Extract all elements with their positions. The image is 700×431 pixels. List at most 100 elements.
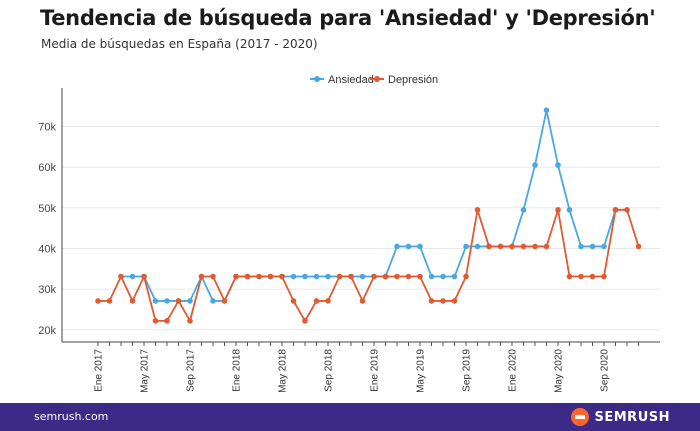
data-point — [371, 273, 377, 280]
y-tick-label: 70k — [38, 121, 56, 133]
chart-subtitle: Media de búsquedas en España (2017 - 202… — [41, 37, 318, 51]
legend-marker-dot — [314, 76, 320, 82]
data-point — [279, 273, 285, 280]
data-point — [532, 243, 538, 250]
data-point — [290, 273, 297, 280]
footer-url[interactable]: semrush.com — [34, 410, 109, 423]
data-point — [359, 298, 366, 304]
data-point — [566, 207, 573, 213]
x-tick-label: Ene 2019 — [370, 349, 381, 392]
x-tick-label: May 2020 — [554, 349, 565, 393]
data-point — [210, 298, 216, 304]
data-point — [417, 243, 423, 250]
data-point — [451, 273, 458, 280]
data-point — [233, 273, 239, 280]
data-point — [440, 273, 446, 280]
y-tick-label: 30k — [38, 284, 56, 296]
data-point — [463, 243, 469, 250]
data-point — [106, 298, 113, 304]
semrush-flame-icon — [570, 408, 589, 426]
data-point — [221, 298, 228, 304]
data-point — [175, 298, 182, 304]
x-tick-label: Sep 2020 — [600, 349, 611, 392]
data-point — [451, 298, 458, 304]
legend-label: Ansiedad — [328, 74, 374, 86]
data-point — [474, 207, 481, 213]
data-point — [187, 318, 193, 324]
y-tick-label: 20k — [38, 325, 56, 337]
series-line-depresion — [98, 208, 640, 322]
data-point — [394, 243, 400, 250]
data-point — [612, 207, 619, 213]
data-point — [325, 298, 331, 304]
x-tick-label: Ene 2020 — [508, 349, 519, 392]
data-point — [359, 273, 366, 280]
data-point — [509, 243, 515, 250]
data-point — [520, 243, 527, 250]
data-point — [348, 273, 354, 280]
data-point — [95, 298, 101, 304]
chart-title: Tendencia de búsqueda para 'Ansiedad' y … — [40, 6, 656, 30]
data-point — [164, 298, 170, 304]
data-point — [578, 243, 584, 250]
data-point — [589, 273, 596, 280]
data-point — [198, 273, 205, 280]
data-point — [555, 162, 561, 168]
data-point — [428, 273, 435, 280]
line-chart: 20k 30k 40k 50k 60k 70k Ene 2017 May 2017 Sep 20… — [38, 74, 660, 393]
data-point — [566, 273, 573, 280]
data-point — [440, 298, 446, 304]
data-point — [267, 273, 274, 280]
data-point — [129, 273, 136, 280]
data-point — [336, 273, 343, 280]
data-point — [486, 243, 492, 250]
series-line-ansiedad — [121, 109, 617, 302]
y-tick-label: 40k — [38, 243, 56, 255]
data-point — [290, 298, 297, 304]
x-tick-label: Ene 2017 — [94, 349, 105, 392]
data-point — [302, 318, 308, 324]
data-point — [532, 162, 538, 168]
y-tick-label: 50k — [38, 203, 56, 215]
data-point — [578, 273, 584, 280]
data-point — [118, 273, 124, 280]
y-tick-label: 60k — [38, 162, 56, 174]
x-tick-label: May 2019 — [416, 349, 427, 393]
data-point — [129, 298, 136, 304]
data-point — [635, 243, 642, 250]
data-point — [141, 273, 147, 280]
data-point — [474, 243, 481, 250]
data-point — [520, 207, 527, 213]
data-point — [555, 207, 561, 213]
data-point — [543, 107, 550, 113]
data-point — [187, 298, 193, 304]
data-point — [313, 298, 320, 304]
x-tick-label: May 2017 — [140, 349, 151, 393]
legend-marker-dot — [374, 76, 380, 82]
data-point — [405, 243, 412, 250]
data-point — [428, 298, 435, 304]
data-point — [256, 273, 262, 280]
data-point — [601, 243, 607, 250]
brand-name: SEMRUSH — [594, 409, 670, 425]
x-tick-label: Sep 2017 — [186, 349, 197, 392]
data-point — [589, 243, 596, 250]
data-point — [244, 273, 251, 280]
data-point — [543, 243, 550, 250]
x-tick-label: Sep 2018 — [324, 349, 335, 392]
data-point — [152, 318, 159, 324]
data-point — [313, 273, 320, 280]
data-point — [382, 273, 389, 280]
data-point — [325, 273, 331, 280]
x-tick-label: Sep 2019 — [462, 349, 473, 392]
data-point — [210, 273, 216, 280]
data-point — [394, 273, 400, 280]
x-tick-label: May 2018 — [278, 349, 289, 393]
data-point — [417, 273, 423, 280]
x-tick-label: Ene 2018 — [232, 349, 243, 392]
brand-logo[interactable]: SEMRUSH — [570, 408, 671, 426]
footer-bar: semrush.com SEMRUSH — [0, 403, 700, 431]
data-point — [302, 273, 308, 280]
data-point — [601, 273, 607, 280]
data-point — [164, 318, 170, 324]
